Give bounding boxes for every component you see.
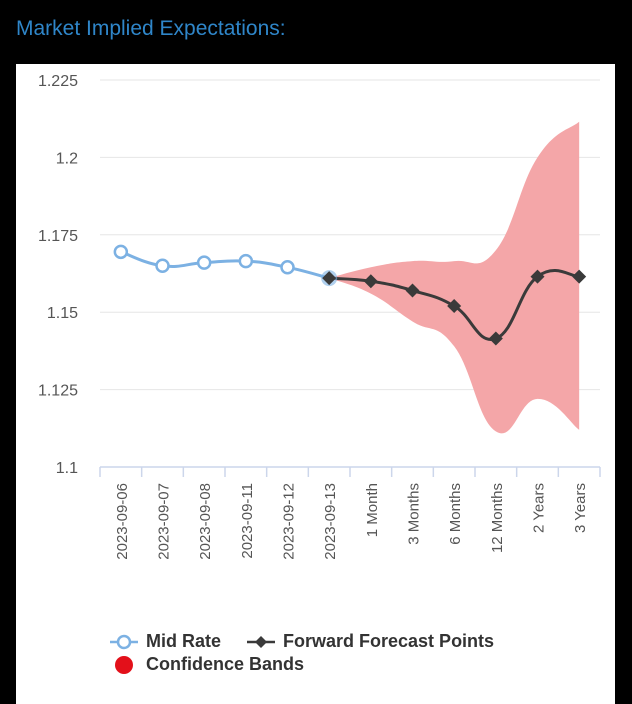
y-tick-label: 1.125: [38, 383, 78, 400]
legend-label: Confidence Bands: [146, 654, 305, 674]
forecast-point: [488, 331, 503, 346]
x-tick-label: 2023-09-11: [239, 483, 256, 559]
forecast-point: [572, 269, 587, 284]
y-tick-label: 1.2: [56, 150, 78, 167]
mid-rate-point: [155, 258, 170, 274]
x-tick-label: 2023-09-13: [322, 483, 339, 560]
x-tick-label: 2023-09-06: [114, 483, 131, 560]
legend-item-confidence-bands[interactable]: Confidence Bands: [110, 654, 304, 675]
x-tick-label: 2023-09-07: [156, 483, 173, 560]
legend-label: Forward Forecast Points: [283, 631, 495, 651]
y-tick-label: 1.1: [56, 460, 78, 477]
chart-svg: 1.1 1.125 1.15 1.175 1.2 1.225 2023-09-06 2023-…: [38, 73, 601, 560]
forecast-point: [405, 283, 420, 298]
filled-circle-icon: [110, 655, 138, 674]
x-tick-label: 2023-09-08: [197, 483, 214, 560]
x-tick-label: 3 Months: [406, 483, 423, 545]
forecast-point: [322, 271, 337, 286]
x-tick-label: 2 Years: [531, 483, 548, 533]
y-tick-label: 1.225: [38, 73, 78, 90]
legend-item-mid-rate[interactable]: Mid Rate: [110, 631, 221, 652]
y-tick-label: 1.175: [38, 228, 78, 245]
chart-panel: 1.1 1.125 1.15 1.175 1.2 1.225 2023-09-06 2023-…: [16, 64, 615, 704]
forecast-point: [447, 299, 462, 314]
page-title: Market Implied Expectations:: [16, 17, 286, 40]
forecast-point: [530, 269, 545, 284]
chart-legend: Mid Rate Forward Forecast Points Confide…: [110, 630, 520, 676]
legend-label: Mid Rate: [146, 631, 222, 651]
mid-rate-line: [120, 250, 330, 280]
hollow-circle-line-icon: [110, 634, 138, 650]
x-tick-label: 6 Months: [447, 483, 464, 545]
mid-rate-point: [238, 253, 254, 269]
diamond-line-icon: [247, 634, 276, 650]
x-tick-label: 2023-09-12: [281, 483, 298, 560]
legend-item-forecast[interactable]: Forward Forecast Points: [247, 631, 494, 652]
confidence-band-area: [329, 121, 580, 434]
mid-rate-point: [113, 244, 129, 260]
mid-rate-point: [196, 255, 212, 270]
forecast-point: [363, 274, 378, 289]
x-tick-label: 12 Months: [489, 483, 506, 553]
x-tick-label: 1 Month: [364, 483, 381, 537]
x-tick-label: 3 Years: [572, 483, 589, 533]
y-tick-label: 1.15: [47, 305, 78, 322]
mid-rate-point: [280, 260, 295, 275]
